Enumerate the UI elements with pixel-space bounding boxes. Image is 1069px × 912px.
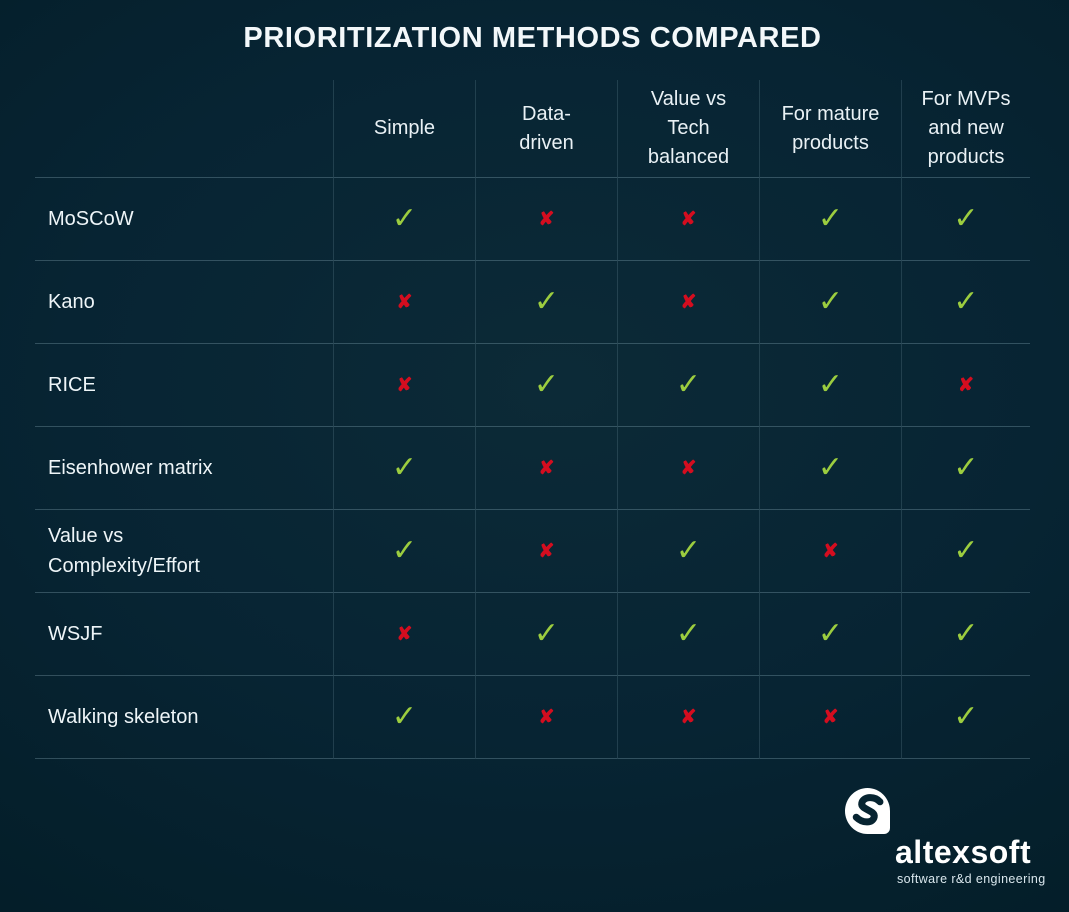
check-icon: ✓ [953, 700, 979, 733]
cell-check-mark: ✓ [901, 593, 1030, 676]
cell-check-mark: ✓ [333, 676, 475, 759]
cell-cross-mark: ✘ [759, 510, 901, 593]
cell-check-mark: ✓ [901, 510, 1030, 593]
check-icon: ✓ [953, 451, 979, 484]
column-header: Value vs Tech balanced [617, 80, 759, 178]
check-icon: ✓ [675, 534, 702, 567]
logo-swirl-icon [852, 794, 883, 826]
check-icon: ✓ [817, 617, 844, 650]
cell-cross-mark: ✘ [759, 676, 901, 759]
cell-cross-mark: ✘ [617, 261, 759, 344]
altexsoft-logo-icon [845, 788, 890, 834]
cell-cross-mark: ✘ [617, 178, 759, 261]
check-icon: ✓ [391, 534, 418, 567]
column-header: Data- driven [475, 80, 617, 178]
cell-cross-mark: ✘ [475, 676, 617, 759]
check-icon: ✓ [953, 202, 979, 235]
row-label: Kano [35, 261, 333, 344]
cross-icon: ✘ [538, 706, 555, 728]
cell-cross-mark: ✘ [333, 261, 475, 344]
cell-cross-mark: ✘ [475, 510, 617, 593]
row-label: Walking skeleton [35, 676, 333, 759]
cell-check-mark: ✓ [475, 593, 617, 676]
check-icon: ✓ [675, 617, 702, 650]
cross-icon: ✘ [680, 706, 697, 728]
cell-check-mark: ✓ [759, 178, 901, 261]
cross-icon: ✘ [396, 374, 413, 396]
column-header: For mature products [759, 80, 901, 178]
cell-check-mark: ✓ [901, 676, 1030, 759]
page-title: PRIORITIZATION METHODS COMPARED [243, 22, 822, 54]
cell-check-mark: ✓ [617, 510, 759, 593]
cross-icon: ✘ [538, 457, 555, 479]
cross-icon: ✘ [958, 374, 974, 396]
row-label: Value vs Complexity/Effort [35, 510, 333, 593]
cross-icon: ✘ [680, 457, 697, 479]
check-icon: ✓ [533, 285, 560, 318]
cross-icon: ✘ [538, 540, 555, 562]
cell-check-mark: ✓ [901, 178, 1030, 261]
logo-tagline-text: software r&d engineering [897, 872, 1046, 886]
row-label: RICE [35, 344, 333, 427]
check-icon: ✓ [817, 202, 844, 235]
check-icon: ✓ [953, 617, 979, 650]
cell-check-mark: ✓ [333, 510, 475, 593]
row-label: Eisenhower matrix [35, 427, 333, 510]
check-icon: ✓ [817, 451, 844, 484]
check-icon: ✓ [953, 534, 979, 567]
cell-cross-mark: ✘ [617, 676, 759, 759]
cross-icon: ✘ [822, 540, 839, 562]
check-icon: ✓ [391, 700, 418, 733]
check-icon: ✓ [533, 617, 560, 650]
cell-cross-mark: ✘ [475, 178, 617, 261]
cell-check-mark: ✓ [333, 178, 475, 261]
cell-cross-mark: ✘ [475, 427, 617, 510]
column-header: Simple [333, 80, 475, 178]
check-icon: ✓ [817, 285, 844, 318]
cell-check-mark: ✓ [759, 344, 901, 427]
check-icon: ✓ [533, 368, 560, 401]
cell-check-mark: ✓ [759, 593, 901, 676]
cell-check-mark: ✓ [901, 261, 1030, 344]
cell-cross-mark: ✘ [617, 427, 759, 510]
check-icon: ✓ [391, 202, 418, 235]
column-header: For MVPs and new products [901, 80, 1030, 178]
altexsoft-logo: altexsoft software r&d engineering [838, 786, 1053, 896]
cross-icon: ✘ [538, 208, 555, 230]
cell-check-mark: ✓ [475, 261, 617, 344]
cross-icon: ✘ [680, 291, 697, 313]
row-label: MoSCoW [35, 178, 333, 261]
check-icon: ✓ [675, 368, 702, 401]
check-icon: ✓ [817, 368, 844, 401]
table-corner-cell [35, 80, 333, 178]
cell-cross-mark: ✘ [333, 344, 475, 427]
row-label: WSJF [35, 593, 333, 676]
cell-check-mark: ✓ [617, 593, 759, 676]
cross-icon: ✘ [396, 291, 413, 313]
comparison-table: Simple Data- driven Value vs Tech balanced… [35, 80, 1030, 759]
check-icon: ✓ [953, 285, 979, 318]
check-icon: ✓ [391, 451, 418, 484]
cell-check-mark: ✓ [617, 344, 759, 427]
cell-check-mark: ✓ [901, 427, 1030, 510]
cell-check-mark: ✓ [759, 427, 901, 510]
cell-cross-mark: ✘ [333, 593, 475, 676]
logo-brand-text: altexsoft [895, 834, 1032, 870]
cross-icon: ✘ [680, 208, 697, 230]
cell-check-mark: ✓ [759, 261, 901, 344]
cell-check-mark: ✓ [475, 344, 617, 427]
cross-icon: ✘ [822, 706, 839, 728]
cell-cross-mark: ✘ [901, 344, 1030, 427]
cross-icon: ✘ [396, 623, 413, 645]
cell-check-mark: ✓ [333, 427, 475, 510]
